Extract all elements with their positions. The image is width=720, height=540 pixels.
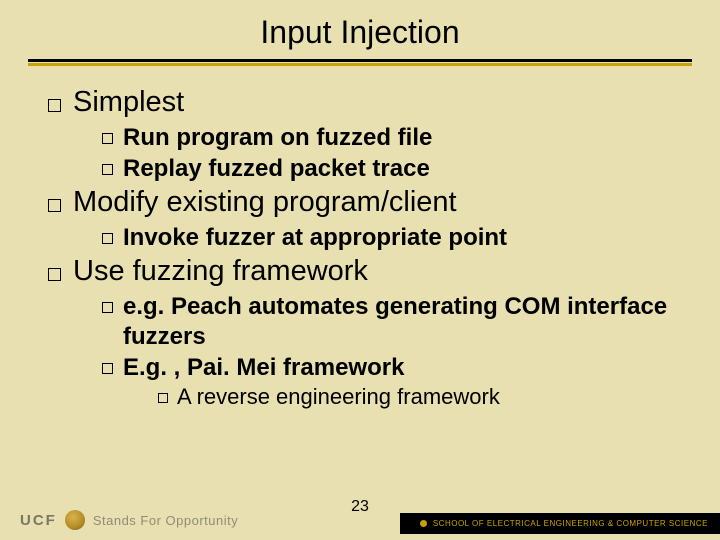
slide: Input Injection Simplest Run program on … <box>0 0 720 540</box>
bullet-l2: Run program on fuzzed file <box>102 123 686 153</box>
bullet-text: Run program on fuzzed file <box>123 123 686 153</box>
bullet-l1: Modify existing program/client <box>48 186 686 219</box>
bullet-l1: Simplest <box>48 86 686 119</box>
square-bullet-icon <box>48 199 61 212</box>
bullet-text: Replay fuzzed packet trace <box>123 154 686 184</box>
footer: UCF Stands For Opportunity SCHOOL OF ELE… <box>0 500 720 540</box>
bullet-l2: E.g. , Pai. Mei framework <box>102 353 686 383</box>
bullet-text: A reverse engineering framework <box>177 384 500 410</box>
bullet-text: Modify existing program/client <box>73 186 457 219</box>
title-rule <box>28 59 692 66</box>
bullet-text: Invoke fuzzer at appropriate point <box>123 223 686 253</box>
square-bullet-icon <box>48 268 61 281</box>
bullet-l2: Replay fuzzed packet trace <box>102 154 686 184</box>
pegasus-icon <box>65 510 85 530</box>
square-bullet-icon <box>102 363 113 374</box>
org-logo-text: UCF <box>20 512 57 529</box>
bullet-l2: Invoke fuzzer at appropriate point <box>102 223 686 253</box>
bullet-l3: A reverse engineering framework <box>158 384 686 410</box>
content-area: Simplest Run program on fuzzed file Repl… <box>0 66 720 410</box>
square-bullet-icon <box>102 164 113 175</box>
square-bullet-icon <box>102 233 113 244</box>
bullet-text: Simplest <box>73 86 184 119</box>
square-bullet-icon <box>102 133 113 144</box>
bullet-l2: e.g. Peach automates generating COM inte… <box>102 292 686 352</box>
tagline: Stands For Opportunity <box>93 513 238 528</box>
square-bullet-icon <box>48 99 61 112</box>
bullet-text: Use fuzzing framework <box>73 255 368 288</box>
bullet-l1: Use fuzzing framework <box>48 255 686 288</box>
slide-title: Input Injection <box>0 0 720 59</box>
square-bullet-icon <box>102 302 113 313</box>
footer-left: UCF Stands For Opportunity <box>0 510 238 530</box>
square-bullet-icon <box>158 393 168 403</box>
bullet-text: E.g. , Pai. Mei framework <box>123 353 686 383</box>
footer-right: SCHOOL OF ELECTRICAL ENGINEERING & COMPU… <box>400 513 720 534</box>
bullet-text: e.g. Peach automates generating COM inte… <box>123 292 686 352</box>
dot-icon <box>420 520 427 527</box>
school-name: SCHOOL OF ELECTRICAL ENGINEERING & COMPU… <box>433 519 708 528</box>
